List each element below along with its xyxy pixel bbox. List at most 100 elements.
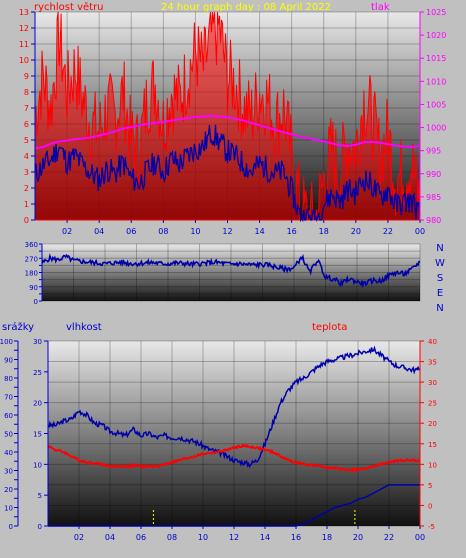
wind-axis-tick-label: 0 — [24, 216, 29, 225]
rain-axis-tick-label: 100 — [0, 338, 13, 346]
rain-axis-tick-label: 30 — [4, 468, 13, 476]
humidity-axis-tick-label: 30 — [33, 338, 42, 346]
compass-label: E — [437, 288, 443, 299]
wind-axis-tick-label: 7 — [24, 104, 29, 113]
pressure-axis-tick-label: 990 — [426, 170, 441, 179]
time-axis-tick-label: 18 — [319, 227, 329, 236]
direction-axis-tick-label: 0 — [34, 298, 38, 306]
time-axis-tick-label: 16 — [287, 227, 297, 236]
pressure-axis-tick-label: 1000 — [426, 124, 446, 133]
wind-direction-degrees-axis: 0 90 180 270 360 — [25, 241, 43, 306]
time-axis-tick-label: 02 — [62, 227, 72, 236]
wind-direction-series — [41, 253, 421, 289]
wind-speed-label: rychlost větru — [34, 1, 104, 13]
temperature-axis-tick-label: 0 — [428, 502, 432, 510]
wind-axis-tick-label: 13 — [19, 8, 29, 17]
wind-axis-tick-label: 3 — [24, 168, 29, 177]
wind-axis-tick-label: 11 — [19, 40, 29, 49]
humidity-axis-tick-label: 15 — [33, 431, 42, 439]
pressure-axis-tick-label: 1020 — [426, 31, 446, 40]
wind-gust-series — [34, 11, 421, 221]
rain-axis-tick-label: 60 — [4, 412, 13, 420]
time-axis-tick-label: 10 — [198, 533, 208, 542]
direction-axis-tick-label: 270 — [25, 255, 38, 263]
wind-axis-tick-label: 12 — [19, 24, 29, 33]
wind-axis-tick-label: 6 — [24, 120, 29, 129]
rain-axis-tick-label: 10 — [4, 505, 13, 513]
wind-axis-tick-label: 4 — [24, 152, 29, 161]
time-axis-tick-label: 02 — [74, 533, 84, 542]
temperature-axis-tick-label: 40 — [428, 338, 437, 346]
pressure-axis: 980 985 990 995 1000 1005 1010 1015 1020 1025 — [419, 8, 446, 225]
time-axis-tick-label: 08 — [167, 533, 177, 542]
rain-axis: 0 10 20 30 40 50 60 70 80 90 100 — [0, 338, 19, 531]
time-axis-tick-label: 14 — [260, 533, 270, 542]
rain-axis-tick-label: 20 — [4, 486, 13, 494]
rain-axis-tick-label: 0 — [9, 523, 13, 531]
temperature-axis-tick-label: 5 — [428, 482, 432, 490]
pressure-axis-tick-label: 1005 — [426, 100, 446, 109]
humidity-axis: 0 5 10 15 20 25 30 — [33, 338, 49, 531]
humidity-axis-tick-label: 10 — [33, 461, 42, 469]
wind-axis-tick-label: 10 — [19, 56, 29, 65]
humidity-axis-tick-label: 0 — [38, 523, 42, 531]
time-axis-tick-label: 20 — [353, 533, 363, 542]
compass-label: N — [436, 243, 443, 254]
wind-direction-series — [41, 253, 421, 289]
temperature-axis-tick-label: 10 — [428, 461, 437, 469]
compass-label: W — [435, 258, 445, 269]
temperature-axis-tick-label: 35 — [428, 359, 437, 367]
time-axis-tick-label: 22 — [383, 227, 393, 236]
compass-label: S — [437, 273, 443, 284]
pressure-axis-tick-label: 995 — [426, 147, 441, 156]
time-axis-tick-label: 14 — [254, 227, 264, 236]
direction-axis-tick-label: 360 — [25, 241, 38, 249]
wind-direction-grid — [42, 243, 421, 302]
time-axis-tick-label: 06 — [126, 227, 136, 236]
temperature-axis-tick-label: 30 — [428, 379, 437, 387]
rain-axis-tick-label: 70 — [4, 394, 13, 402]
time-axis-tick-label: 04 — [94, 227, 104, 236]
graph-title: 24 hour graph day : 08 April 2022 — [161, 2, 331, 13]
pressure-label: tlak — [371, 2, 390, 13]
temperature-label: teplota — [312, 322, 347, 333]
temperature-axis-tick-label: 15 — [428, 441, 437, 449]
time-axis-tick-label: 16 — [291, 533, 301, 542]
wind-axis-tick-label: 1 — [24, 200, 29, 209]
temperature-axis: -5 0 5 10 15 20 25 30 35 40 — [419, 338, 437, 531]
pressure-axis-tick-label: 1010 — [426, 77, 446, 86]
rain-axis-tick-label: 40 — [4, 449, 13, 457]
rain-label: srážky — [2, 321, 34, 333]
wind-axis-tick-label: 8 — [24, 88, 29, 97]
rain-axis-tick-label: 50 — [4, 431, 13, 439]
time-axis-tick-label: 22 — [384, 533, 394, 542]
humidity-label: vlhkost — [66, 322, 102, 333]
pressure-axis-tick-label: 1025 — [426, 8, 446, 17]
time-axis-tick-label: 10 — [190, 227, 200, 236]
time-axis-tick-label: 20 — [351, 227, 361, 236]
time-axis-tick-label: 00 — [415, 227, 425, 236]
wind-axis-tick-label: 9 — [24, 72, 29, 81]
rain-axis-tick-label: 80 — [4, 375, 13, 383]
humidity-axis-tick-label: 20 — [33, 400, 42, 408]
rain-axis-tick-label: 90 — [4, 357, 13, 365]
humidity-series — [47, 345, 421, 469]
wind-axis-tick-label: 2 — [24, 184, 29, 193]
time-axis-tick-label: 04 — [105, 533, 115, 542]
pressure-axis-tick-label: 1015 — [426, 54, 446, 63]
time-axis-tick-label: 18 — [322, 533, 332, 542]
temperature-axis-tick-label: -5 — [428, 523, 435, 531]
humidity-axis-tick-label: 5 — [38, 492, 42, 500]
time-axis-tick-label: 12 — [229, 533, 239, 542]
pressure-axis-tick-label: 980 — [426, 216, 441, 225]
wind-pressure-series — [34, 11, 421, 223]
temperature-axis-tick-label: 25 — [428, 400, 437, 408]
wind-axis-tick-label: 5 — [24, 136, 29, 145]
time-axis-tick-label: 00 — [415, 533, 425, 542]
pressure-axis-tick-label: 985 — [426, 193, 441, 202]
rain-time-axis: 02 04 06 08 10 12 14 16 18 20 22 00 — [74, 526, 425, 542]
